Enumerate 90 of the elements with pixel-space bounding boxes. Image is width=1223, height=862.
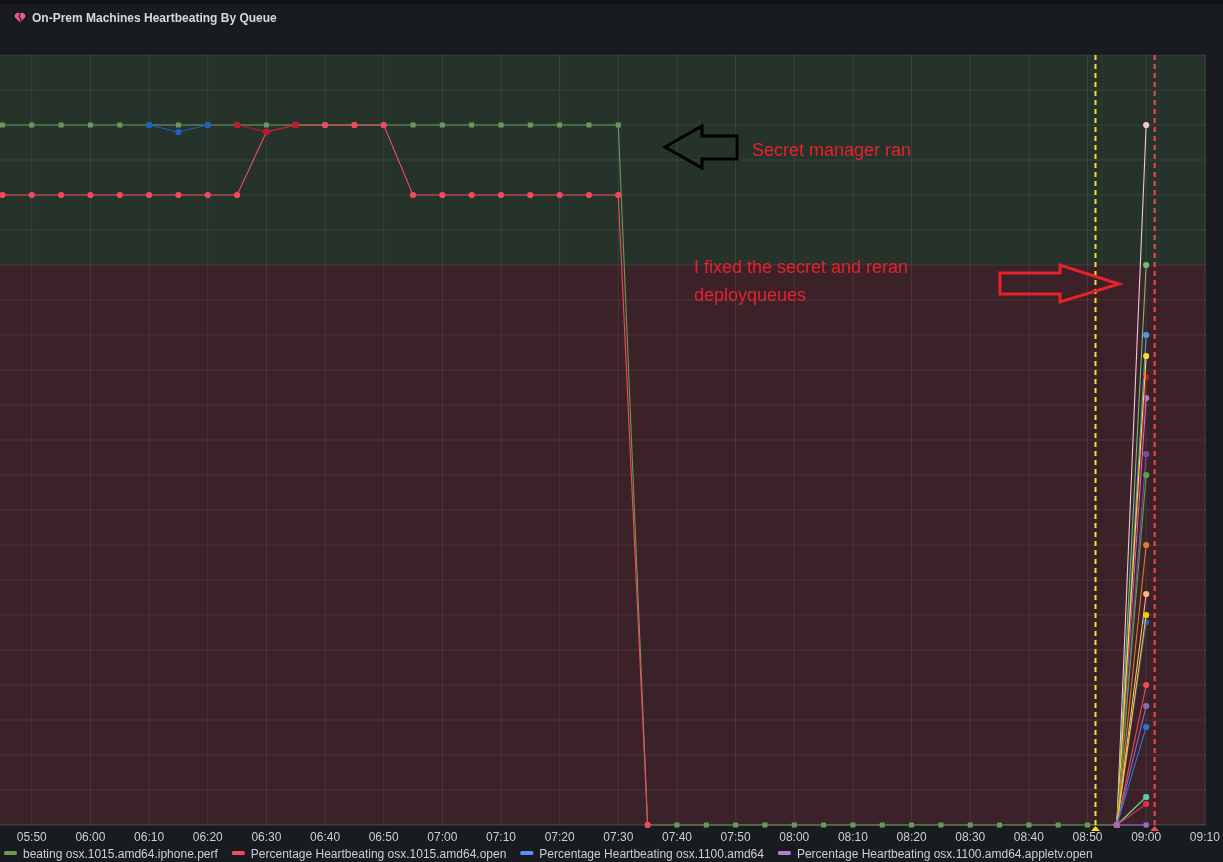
point xyxy=(1085,822,1091,828)
point xyxy=(58,191,65,199)
point xyxy=(762,822,768,828)
point xyxy=(87,122,93,128)
point xyxy=(1143,590,1150,598)
legend-label: Percentage Heartbeating osx.1100.amd64 xyxy=(539,847,765,861)
point xyxy=(410,122,416,128)
point xyxy=(615,122,621,128)
x-tick-label: 08:50 xyxy=(1072,830,1103,844)
point xyxy=(586,122,592,128)
point xyxy=(204,191,211,199)
point xyxy=(1143,611,1150,619)
point xyxy=(1143,331,1150,339)
point xyxy=(439,122,445,128)
point xyxy=(527,191,534,199)
x-tick-label: 06:40 xyxy=(310,830,341,844)
point xyxy=(175,128,182,136)
point xyxy=(175,122,181,128)
x-tick-label: 07:30 xyxy=(603,830,634,844)
point xyxy=(909,822,915,828)
x-tick-label: 08:20 xyxy=(896,830,927,844)
point xyxy=(1143,450,1150,458)
point xyxy=(28,191,35,199)
point xyxy=(733,822,739,828)
annotation: I fixed the secret and reran deployqueues xyxy=(694,257,909,305)
point xyxy=(468,191,475,199)
point xyxy=(1143,822,1149,828)
point xyxy=(1026,822,1032,828)
point xyxy=(850,822,856,828)
point xyxy=(0,122,5,128)
x-tick-label: 06:10 xyxy=(134,830,165,844)
point xyxy=(674,822,680,828)
x-tick-label: 08:00 xyxy=(779,830,810,844)
point xyxy=(557,122,563,128)
x-tick-label: 09:00 xyxy=(1131,830,1162,844)
point xyxy=(29,122,35,128)
point xyxy=(879,822,885,828)
point xyxy=(1143,261,1150,269)
point xyxy=(1055,822,1061,828)
point xyxy=(938,822,944,828)
x-tick-label: 06:00 xyxy=(75,830,106,844)
legend-label: beating osx.1015.amd64.iphone.perf xyxy=(23,847,219,861)
point xyxy=(233,191,241,199)
point xyxy=(1143,121,1150,129)
x-tick-label: 07:10 xyxy=(486,830,517,844)
point xyxy=(58,122,64,128)
point xyxy=(175,191,182,199)
point xyxy=(497,191,505,199)
x-tick-label: 08:30 xyxy=(955,830,986,844)
point xyxy=(967,822,973,828)
point xyxy=(0,191,6,199)
point xyxy=(263,122,269,128)
point xyxy=(703,822,709,828)
point xyxy=(409,191,417,199)
point xyxy=(116,191,123,199)
point xyxy=(585,191,593,199)
legend-label: Percentage Heartbeating osx.1015.amd64.open xyxy=(250,847,507,861)
x-tick-label: 07:20 xyxy=(544,830,575,844)
point xyxy=(1143,723,1150,731)
point xyxy=(439,191,446,199)
x-tick-label: 09:10 xyxy=(1189,830,1221,844)
point xyxy=(117,122,123,128)
point xyxy=(146,191,153,199)
point xyxy=(1143,541,1150,549)
point xyxy=(791,822,797,828)
point xyxy=(556,191,563,199)
point xyxy=(997,822,1003,828)
point xyxy=(821,822,827,828)
legend-label: Percentage Heartbeating osx.1100.amd64.appletv.open xyxy=(796,847,1093,861)
point xyxy=(1143,352,1150,360)
point xyxy=(527,122,533,128)
x-tick-label: 06:20 xyxy=(192,830,224,844)
point xyxy=(1143,471,1150,479)
x-tick-label: 07:00 xyxy=(427,830,458,844)
x-tick-label: 07:40 xyxy=(661,830,693,844)
x-tick-label: 06:50 xyxy=(368,830,400,844)
x-tick-label: 05:50 xyxy=(16,830,48,844)
x-tick-label: 08:10 xyxy=(837,830,869,844)
annotation: Secret manager ran xyxy=(752,140,912,160)
point xyxy=(87,191,94,199)
chart-title: On-Prem Machines Heartbeating By Queue xyxy=(32,11,278,25)
x-tick-label: 07:50 xyxy=(720,830,751,844)
point xyxy=(1143,681,1150,689)
point xyxy=(498,122,504,128)
x-tick-label: 08:40 xyxy=(1013,830,1045,844)
x-tick-label: 06:30 xyxy=(251,830,282,844)
point xyxy=(469,122,475,128)
point xyxy=(1143,702,1150,710)
point xyxy=(1143,800,1150,808)
point xyxy=(615,191,622,199)
